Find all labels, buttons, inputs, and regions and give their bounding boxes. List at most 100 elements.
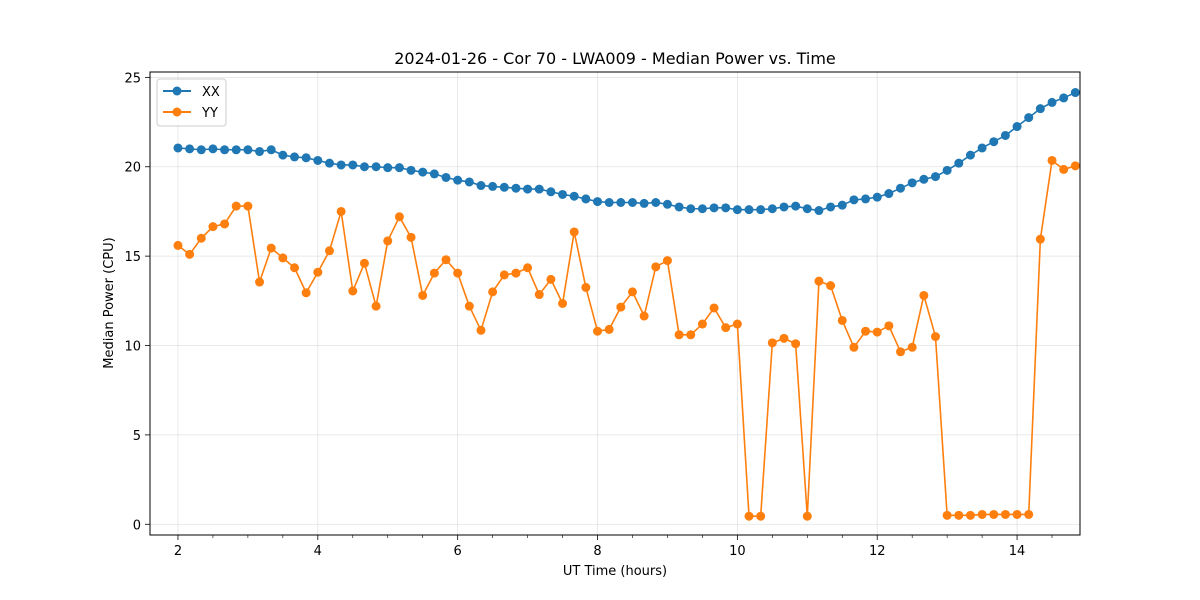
data-point-yy xyxy=(674,330,684,340)
data-point-yy xyxy=(278,253,288,263)
grid-lines xyxy=(150,72,1080,535)
data-point-xx xyxy=(511,183,521,193)
data-point-yy xyxy=(709,303,719,313)
data-point-xx xyxy=(1024,113,1034,123)
data-point-yy xyxy=(942,510,952,520)
data-point-yy xyxy=(301,288,311,298)
data-point-xx xyxy=(674,202,684,212)
data-point-xx xyxy=(220,145,230,155)
data-point-xx xyxy=(581,194,591,204)
data-point-xx xyxy=(1012,122,1022,132)
data-point-yy xyxy=(394,212,404,222)
data-point-xx xyxy=(336,160,346,170)
y-tick-label: 25 xyxy=(124,71,141,86)
axis-ticks: 2 4 6 8 10 12 14 0 5 10 15 20 25 xyxy=(124,71,1053,559)
data-point-yy xyxy=(721,323,731,333)
data-point-xx xyxy=(243,145,253,155)
data-point-xx xyxy=(523,184,533,194)
data-point-yy xyxy=(220,219,230,229)
data-point-yy xyxy=(208,222,218,232)
legend-label-xx: XX xyxy=(202,85,220,100)
data-point-xx xyxy=(453,175,463,185)
data-point-yy xyxy=(954,510,964,520)
data-point-xx xyxy=(721,203,731,213)
data-point-yy xyxy=(802,511,812,521)
data-point-yy xyxy=(651,262,661,272)
data-point-xx xyxy=(231,145,241,155)
data-point-yy xyxy=(429,268,439,278)
data-point-xx xyxy=(697,204,707,214)
data-point-xx xyxy=(593,197,603,207)
data-point-yy xyxy=(383,236,393,246)
data-point-xx xyxy=(173,143,183,153)
data-point-yy xyxy=(826,281,836,291)
data-point-yy xyxy=(686,330,696,340)
data-point-xx xyxy=(1000,130,1010,140)
data-point-yy xyxy=(896,347,906,357)
x-axis-label: UT Time (hours) xyxy=(563,564,667,579)
data-point-xx xyxy=(429,169,439,179)
data-point-yy xyxy=(196,233,206,243)
legend-marker-xx xyxy=(172,86,182,96)
data-point-xx xyxy=(266,145,276,155)
data-point-xx xyxy=(383,163,393,173)
data-point-yy xyxy=(1035,234,1045,244)
data-point-yy xyxy=(313,267,323,277)
data-point-yy xyxy=(593,326,603,336)
data-point-xx xyxy=(569,191,579,201)
data-point-yy xyxy=(569,227,579,237)
data-point-xx xyxy=(989,137,999,147)
data-point-xx xyxy=(406,165,416,175)
data-point-yy xyxy=(639,311,649,321)
legend-marker-yy xyxy=(172,107,182,117)
data-point-xx xyxy=(791,201,801,211)
data-point-yy xyxy=(371,301,381,311)
x-tick-label: 6 xyxy=(454,544,462,559)
data-point-xx xyxy=(1047,97,1057,107)
data-point-yy xyxy=(1012,509,1022,519)
data-point-yy xyxy=(849,342,859,352)
data-point-yy xyxy=(1047,155,1057,165)
data-point-xx xyxy=(977,143,987,153)
data-point-xx xyxy=(849,195,859,205)
data-point-yy xyxy=(662,256,672,266)
data-point-yy xyxy=(756,511,766,521)
data-point-xx xyxy=(837,200,847,210)
data-point-xx xyxy=(278,150,288,160)
data-point-xx xyxy=(639,198,649,208)
data-point-yy xyxy=(872,327,882,337)
data-point-yy xyxy=(919,290,929,300)
data-point-yy xyxy=(779,333,789,343)
data-point-xx xyxy=(744,205,754,215)
data-point-xx xyxy=(196,145,206,155)
data-point-yy xyxy=(930,332,940,342)
legend: XX YY xyxy=(156,78,227,127)
data-point-xx xyxy=(208,144,218,154)
data-point-xx xyxy=(756,205,766,215)
data-point-yy xyxy=(977,509,987,519)
data-point-yy xyxy=(907,342,917,352)
data-point-xx xyxy=(872,192,882,202)
x-tick-label: 4 xyxy=(314,544,322,559)
data-point-yy xyxy=(616,302,626,312)
data-point-xx xyxy=(861,194,871,204)
x-tick-label: 10 xyxy=(729,544,746,559)
plot-frame xyxy=(149,71,1081,536)
data-point-xx xyxy=(476,181,486,191)
data-point-xx xyxy=(930,172,940,182)
data-point-xx xyxy=(965,150,975,160)
data-point-xx xyxy=(441,172,451,182)
data-point-xx xyxy=(348,160,358,170)
data-point-yy xyxy=(324,246,334,256)
data-point-xx xyxy=(884,189,894,199)
data-point-yy xyxy=(1059,164,1069,174)
data-point-xx xyxy=(826,202,836,212)
data-point-yy xyxy=(791,339,801,349)
data-point-xx xyxy=(464,177,474,187)
y-tick-label: 20 xyxy=(124,161,141,176)
x-tick-label: 12 xyxy=(869,544,886,559)
data-point-yy xyxy=(336,206,346,216)
data-point-xx xyxy=(651,198,661,207)
data-point-xx xyxy=(686,204,696,214)
